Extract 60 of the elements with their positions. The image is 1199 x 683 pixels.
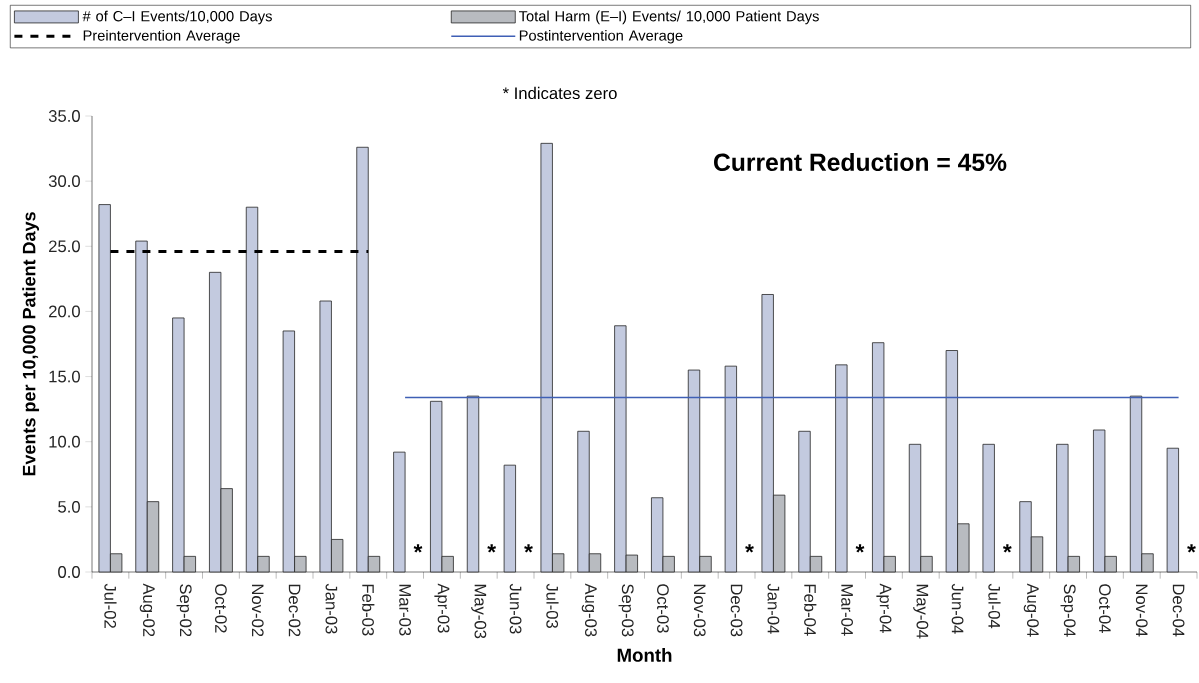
x-tick-label: Feb-03 bbox=[362, 584, 375, 636]
bar bbox=[724, 365, 737, 573]
annotation: * bbox=[413, 544, 423, 553]
x-tick-label: Sep-03 bbox=[618, 584, 634, 637]
x-tick-label: Oct-03 bbox=[657, 584, 669, 633]
x-tick-label: Jul-02 bbox=[104, 583, 117, 628]
x-tick-label: Aug-02 bbox=[139, 583, 155, 637]
x-tick-label: Apr-04 bbox=[876, 583, 892, 633]
x-tick-label: Jan-03 bbox=[325, 583, 338, 634]
y-tick-label: 20.0 bbox=[49, 305, 80, 318]
x-tick-label: Oct-02 bbox=[215, 584, 227, 633]
y-tick-label: 30.0 bbox=[48, 175, 80, 188]
x-tick-label: Mar-04 bbox=[841, 584, 853, 636]
text: * Indicates zero bbox=[502, 86, 617, 100]
bar bbox=[503, 464, 516, 573]
x-tick-label: Nov-02 bbox=[251, 584, 264, 637]
bar bbox=[466, 395, 480, 573]
x-tick-label: Dec-02 bbox=[288, 584, 301, 637]
x-tick-label: Jul-04 bbox=[988, 583, 1001, 629]
y-tick-label: 0.0 bbox=[58, 566, 80, 578]
y-tick-label: 25.0 bbox=[49, 240, 80, 253]
x-tick-label: Jun-04 bbox=[951, 583, 964, 634]
x-tick-label: Nov-03 bbox=[693, 584, 706, 637]
x-tick-label: Apr-03 bbox=[434, 583, 450, 633]
annotation: Current Reduction = 45% bbox=[714, 152, 1007, 172]
annotation: * bbox=[1002, 544, 1012, 553]
annotation: * bbox=[745, 544, 754, 553]
annotation: * bbox=[855, 544, 865, 553]
bar bbox=[393, 451, 406, 573]
x-tick-label: Jun-03 bbox=[509, 583, 522, 634]
x-tick-label: Aug-03 bbox=[581, 583, 597, 637]
x-tick-label: Jan-04 bbox=[767, 583, 780, 634]
x-tick-label: Sep-02 bbox=[176, 584, 192, 637]
y-tick-label: 5.0 bbox=[58, 500, 80, 513]
bar bbox=[1166, 447, 1179, 573]
legend-label: Total Harm (E–I) Events/ 10,000 Patient Days bbox=[519, 10, 819, 25]
x-tick-label: May-03 bbox=[471, 584, 487, 639]
x-tick-label: Jul-03 bbox=[546, 583, 559, 629]
x-tick-label: Sep-04 bbox=[1060, 584, 1076, 637]
annotation: * bbox=[487, 544, 497, 553]
annotation: * bbox=[1187, 544, 1196, 553]
y-axis-title: Events per 10,000 Patient Days bbox=[22, 212, 40, 476]
x-tick-label: Dec-04 bbox=[1172, 584, 1185, 637]
bar bbox=[835, 364, 848, 573]
x-tick-label: May-04 bbox=[913, 584, 929, 639]
annotation: * bbox=[524, 544, 533, 553]
legend-label: Postintervention Average bbox=[519, 29, 683, 44]
x-tick-label: Aug-04 bbox=[1023, 583, 1039, 637]
y-tick-label: 15.0 bbox=[49, 370, 80, 383]
y-tick-label: 10.0 bbox=[49, 435, 80, 448]
x-tick-label: Nov-04 bbox=[1135, 584, 1148, 637]
x-tick-label: Oct-04 bbox=[1099, 584, 1111, 633]
x-tick-label: Mar-03 bbox=[399, 584, 411, 636]
bar bbox=[982, 443, 995, 573]
x-tick-label: Dec-03 bbox=[730, 584, 743, 637]
x-tick-label: Feb-04 bbox=[804, 584, 817, 636]
legend-label: # of C–I Events/10,000 Days bbox=[82, 10, 272, 25]
x-axis-title: Month bbox=[617, 648, 672, 662]
legend-label: Preintervention Average bbox=[83, 29, 240, 44]
y-tick-label: 35.0 bbox=[48, 110, 80, 122]
